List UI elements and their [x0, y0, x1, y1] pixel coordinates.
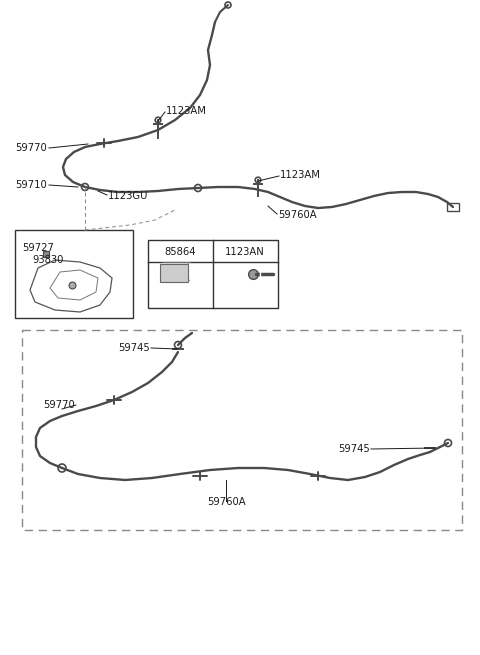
Text: 59760A: 59760A: [207, 497, 245, 507]
Text: 93830: 93830: [32, 255, 63, 265]
Text: 59770: 59770: [43, 400, 75, 410]
Text: 59710: 59710: [15, 180, 47, 190]
Bar: [447, 203, 459, 211]
Text: 1123AN: 1123AN: [225, 247, 265, 257]
Bar: [148, 240, 278, 308]
Bar: [22, 330, 462, 530]
Text: 1123AM: 1123AM: [280, 170, 321, 180]
Text: 1123GU: 1123GU: [108, 191, 148, 201]
Text: 59745: 59745: [118, 343, 150, 353]
Text: 59727: 59727: [22, 243, 54, 253]
Text: 59760A: 59760A: [278, 210, 317, 220]
Bar: [15, 230, 133, 318]
Text: 1123AM: 1123AM: [166, 106, 207, 116]
Text: 59745: 59745: [338, 444, 370, 454]
Bar: [160, 264, 188, 282]
Text: 85864: 85864: [164, 247, 196, 257]
Text: 59770: 59770: [15, 143, 47, 153]
